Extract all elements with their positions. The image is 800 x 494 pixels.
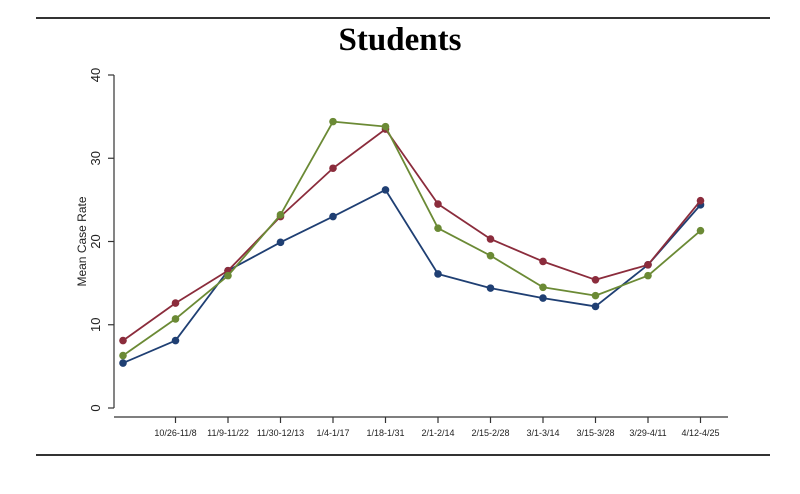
data-point — [539, 283, 547, 292]
data-point — [434, 200, 442, 208]
data-point — [381, 122, 390, 131]
x-tick-label: 2/1-2/14 — [421, 428, 454, 438]
data-point — [434, 270, 442, 278]
data-point — [644, 261, 652, 269]
x-tick-label: 3/29-4/11 — [629, 428, 666, 438]
data-point — [119, 336, 127, 345]
data-point — [539, 257, 547, 266]
data-point — [434, 224, 442, 232]
top-rule — [36, 17, 770, 19]
y-tick-label: 10 — [88, 318, 103, 332]
x-tick-label: 3/15-3/28 — [576, 428, 614, 438]
data-point — [119, 351, 127, 360]
series-line — [122, 188, 702, 364]
data-point — [591, 302, 600, 311]
data-point — [486, 251, 495, 260]
data-point — [696, 226, 705, 235]
data-point — [224, 271, 232, 280]
series-line — [122, 120, 702, 357]
data-point — [539, 294, 547, 302]
data-point — [644, 271, 652, 280]
data-point — [329, 164, 337, 173]
data-point — [591, 291, 600, 300]
data-point — [591, 275, 600, 284]
chart-title: Students — [338, 22, 462, 58]
x-tick-label: 1/4-1/17 — [316, 428, 349, 438]
series-line — [122, 128, 702, 342]
data-point — [486, 235, 495, 243]
x-tick-label: 10/26-11/8 — [154, 428, 196, 438]
y-tick-label: 30 — [88, 151, 103, 165]
x-tick-label: 11/30-12/13 — [257, 428, 304, 438]
data-point — [329, 117, 337, 126]
data-point — [329, 212, 337, 221]
data-point — [486, 284, 495, 292]
data-point — [381, 186, 390, 194]
x-tick-label: 1/18-1/31 — [366, 428, 404, 438]
x-tick-label: 3/1-3/14 — [526, 428, 559, 438]
y-axis-title: Mean Case Rate — [75, 196, 89, 286]
data-point — [276, 238, 285, 247]
x-tick-label: 4/12-4/25 — [681, 428, 719, 438]
bottom-rule — [36, 454, 770, 456]
x-tick-label: 2/15-2/28 — [471, 428, 509, 438]
data-point — [171, 315, 180, 323]
data-point — [119, 359, 127, 367]
y-tick-label: 20 — [88, 234, 103, 248]
y-tick-label: 40 — [88, 68, 103, 82]
data-point — [276, 211, 285, 219]
data-point — [171, 336, 180, 345]
x-tick-label: 11/9-11/22 — [207, 428, 249, 438]
y-tick-label: 0 — [88, 404, 103, 411]
data-point — [696, 196, 705, 205]
data-point — [171, 299, 180, 307]
